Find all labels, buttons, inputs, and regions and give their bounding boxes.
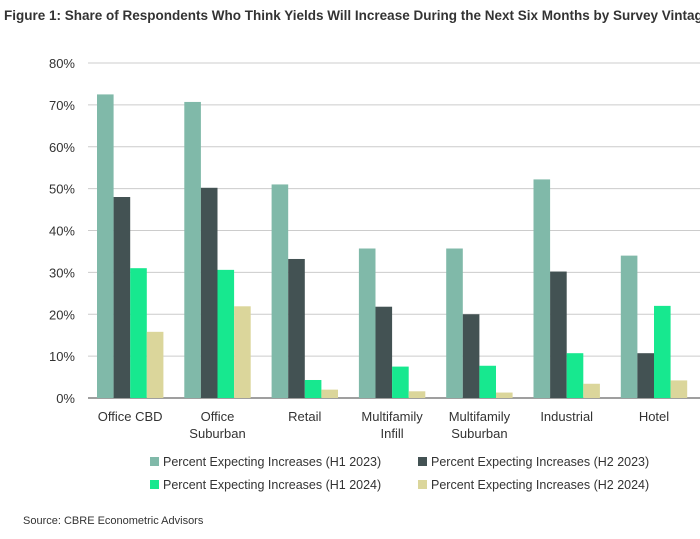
x-tick-label: Industrial xyxy=(540,409,593,424)
y-tick-label: 30% xyxy=(49,265,75,280)
x-tick-label: Infill xyxy=(381,426,404,441)
bar xyxy=(479,365,496,398)
legend-label: Percent Expecting Increases (H2 2023) xyxy=(431,455,649,469)
bar xyxy=(288,258,305,398)
bar xyxy=(637,353,654,398)
bar xyxy=(321,389,338,398)
bar xyxy=(217,269,235,398)
bar xyxy=(583,383,600,398)
x-tick-label: Hotel xyxy=(639,409,669,424)
y-tick-label: 70% xyxy=(49,98,75,113)
y-tick-label: 50% xyxy=(49,182,75,197)
bar xyxy=(200,187,218,398)
bar xyxy=(358,248,376,398)
bar xyxy=(130,268,147,398)
source-note: Source: CBRE Econometric Advisors xyxy=(23,515,204,527)
y-tick-label: 80% xyxy=(49,56,75,71)
bar xyxy=(408,391,426,398)
x-tick-label: Suburban xyxy=(451,426,507,441)
bar xyxy=(566,353,584,398)
bar xyxy=(184,101,201,398)
x-tick-label: Office CBD xyxy=(98,409,163,424)
x-tick-label: Retail xyxy=(288,409,321,424)
bar xyxy=(533,179,551,398)
bar xyxy=(113,197,131,398)
bar xyxy=(271,184,289,398)
bar xyxy=(234,306,251,398)
bar xyxy=(462,314,480,398)
x-tick-label: Multifamily xyxy=(449,409,511,424)
legend-label: Percent Expecting Increases (H1 2023) xyxy=(163,455,381,469)
x-tick-label: Multifamily xyxy=(361,409,423,424)
bar xyxy=(97,94,114,398)
bar xyxy=(375,306,393,398)
chart-title: Figure 1: Share of Respondents Who Think… xyxy=(4,8,700,23)
bar xyxy=(620,255,638,398)
y-tick-label: 40% xyxy=(49,224,75,239)
bar xyxy=(550,271,567,398)
bar xyxy=(446,248,463,398)
legend-label: Percent Expecting Increases (H2 2024) xyxy=(431,478,649,492)
bar xyxy=(146,331,164,398)
bar xyxy=(654,305,671,398)
bar xyxy=(496,392,513,398)
y-tick-label: 20% xyxy=(49,307,75,322)
x-tick-label: Suburban xyxy=(189,426,245,441)
legend-swatch xyxy=(150,480,159,489)
legend-swatch xyxy=(418,480,427,489)
x-tick-label: Office xyxy=(201,409,235,424)
bar xyxy=(392,366,409,398)
y-tick-label: 10% xyxy=(49,349,75,364)
legend-swatch xyxy=(150,457,159,466)
y-tick-label: 60% xyxy=(49,140,75,155)
bar xyxy=(670,380,688,398)
legend-swatch xyxy=(418,457,427,466)
legend-label: Percent Expecting Increases (H1 2024) xyxy=(163,478,381,492)
y-tick-label: 0% xyxy=(56,391,75,406)
bar xyxy=(304,379,322,398)
